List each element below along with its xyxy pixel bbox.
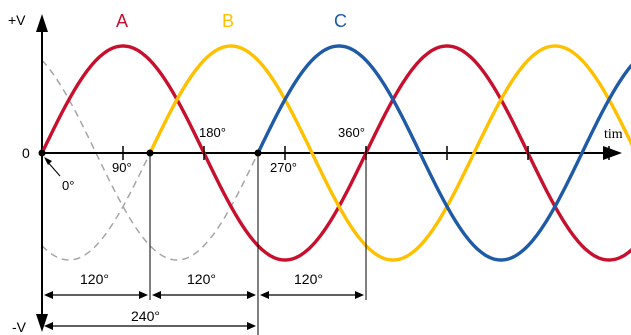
tick-label-180: 180° bbox=[199, 125, 226, 140]
span-arrow-0 bbox=[44, 291, 148, 299]
phase-curve-a bbox=[40, 44, 631, 262]
voltage-axis-up-arrowhead bbox=[36, 14, 48, 32]
span-arrow-head-left bbox=[152, 291, 161, 299]
origin-label: 0 bbox=[22, 145, 30, 161]
phase-dimension-arrows bbox=[44, 291, 364, 330]
ghost-curve-b bbox=[41, 152, 151, 261]
x-axis-label: tim bbox=[604, 127, 623, 142]
tick-label-270: 270° bbox=[270, 160, 297, 175]
time-axis-arrowhead bbox=[603, 146, 622, 160]
span-label-a-to-c: 240° bbox=[131, 308, 160, 324]
voltage-axis-down-arrowhead bbox=[36, 314, 48, 332]
phase-curves bbox=[38, 44, 631, 262]
span-arrow-head-left bbox=[260, 291, 269, 299]
span-arrow-head-right bbox=[247, 291, 256, 299]
phase-b-label: B bbox=[222, 11, 234, 31]
zero-crossing-dot-a bbox=[38, 149, 46, 157]
origin-angle-label: 0° bbox=[62, 178, 74, 193]
phase-curve-b bbox=[148, 44, 631, 262]
phase-a-label: A bbox=[116, 11, 128, 31]
tick-label-360: 360° bbox=[338, 125, 365, 140]
ghost-curve-c bbox=[41, 59, 259, 261]
span-arrow-3 bbox=[44, 322, 256, 330]
axes bbox=[36, 14, 622, 332]
ghost-curves bbox=[41, 59, 259, 261]
span-arrow-head-right bbox=[355, 291, 364, 299]
y-axis-bottom-label: -V bbox=[12, 319, 27, 335]
phase-curve-c bbox=[256, 44, 631, 262]
phase-c-label: C bbox=[334, 11, 347, 31]
tick-label-90: 90° bbox=[112, 160, 132, 175]
span-arrow-head-right bbox=[247, 322, 256, 330]
span-arrow-head-right bbox=[139, 291, 148, 299]
y-axis-top-label: +V bbox=[8, 12, 26, 28]
span-arrow-1 bbox=[152, 291, 256, 299]
phase-guides bbox=[149, 153, 367, 335]
span-label-c-to-a: 120° bbox=[294, 271, 323, 287]
span-label-a-to-b: 120° bbox=[80, 271, 109, 287]
span-arrow-head-left bbox=[44, 291, 53, 299]
span-arrow-2 bbox=[260, 291, 364, 299]
span-arrow-head-left bbox=[44, 322, 53, 330]
span-label-b-to-c: 120° bbox=[187, 271, 216, 287]
origin-angle-callout: 0° bbox=[44, 157, 74, 193]
origin-angle-pointer-head bbox=[44, 157, 52, 165]
